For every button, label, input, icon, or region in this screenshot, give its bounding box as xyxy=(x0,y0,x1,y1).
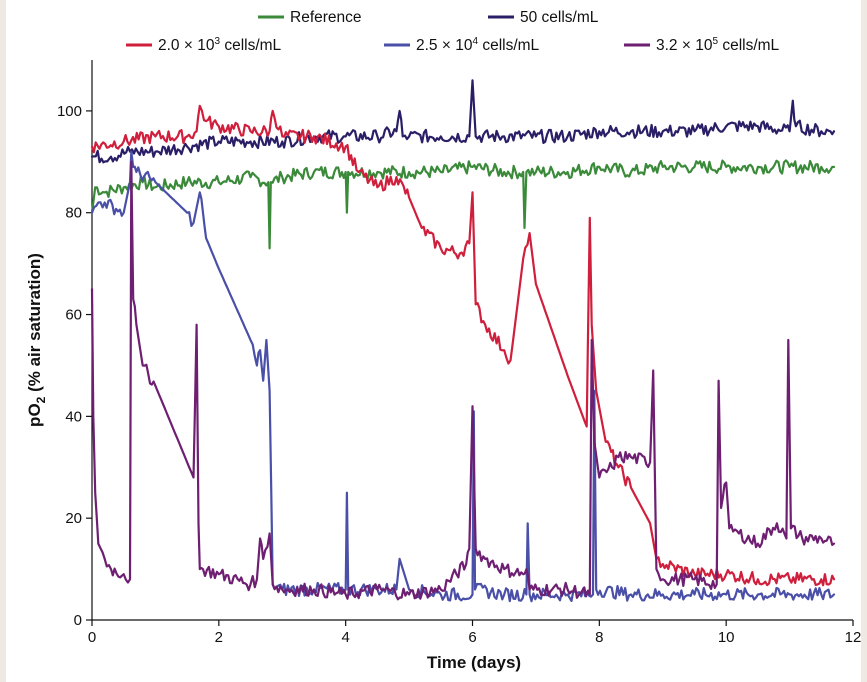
y-tick-label: 40 xyxy=(65,408,82,425)
legend-label-unit: cells/mL xyxy=(718,37,780,54)
line-chart: Reference 50 cells/mL2.0 × 103 cells/mL 2.… xyxy=(25,9,861,672)
x-tick-label: 4 xyxy=(341,629,349,646)
x-tick-label: 6 xyxy=(468,629,476,646)
x-tick-label: 10 xyxy=(718,629,735,646)
chart-panel: Reference 50 cells/mL 2.0 × 103 cells/mL 2.… xyxy=(6,0,861,682)
x-tick-label: 8 xyxy=(595,629,603,646)
y-axis-title: pO2 (% air saturation) xyxy=(25,253,48,427)
legend-label-exponent: 4 xyxy=(472,36,478,47)
y-tick-label: 60 xyxy=(65,307,82,324)
legend-label-base: 2.5 × 10 xyxy=(416,37,473,54)
x-tick-label: 12 xyxy=(845,629,861,646)
series-line-3 xyxy=(90,104,836,587)
series-line-4 xyxy=(90,150,836,603)
legend-label: Reference xyxy=(290,9,362,26)
legend-label-base: Reference xyxy=(290,9,362,26)
x-axis-title: Time (days) xyxy=(427,653,521,672)
legend-label-base: 3.2 × 10 xyxy=(656,37,713,54)
y-tick-label: 20 xyxy=(65,510,82,527)
legend-label-base: 50 cells/mL xyxy=(520,9,599,26)
legend-label-exponent: 5 xyxy=(712,36,718,47)
legend-label: 50 cells/mL xyxy=(520,9,599,26)
series-line-2 xyxy=(90,79,836,164)
y-tick-label: 100 xyxy=(57,103,82,120)
x-tick-label: 0 xyxy=(88,629,96,646)
legend-label-exponent: 3 xyxy=(214,36,220,47)
y-axis-title-rest: (% air saturation) xyxy=(25,253,44,397)
series-group xyxy=(90,79,836,603)
y-tick-label: 0 xyxy=(74,612,82,629)
legend-label-unit: cells/mL xyxy=(478,37,540,54)
legend-label-base: 2.0 × 10 xyxy=(158,37,215,54)
y-tick-label: 80 xyxy=(65,205,82,222)
y-axis-title-subscript: 2 xyxy=(34,396,48,403)
legend-label-unit: cells/mL xyxy=(220,37,282,54)
legend: Reference 50 cells/mL2.0 × 103 cells/mL 2.… xyxy=(126,9,780,54)
legend-label: 2.5 × 104 cells/mL xyxy=(416,36,540,54)
series-line-5 xyxy=(90,160,836,601)
legend-label: 2.0 × 103 cells/mL xyxy=(158,36,282,54)
y-ticks: 0 20 40 60 80 100 xyxy=(57,103,92,629)
x-ticks: 0 2 4 6 8 10 12 xyxy=(88,620,861,646)
legend-label: 3.2 × 105 cells/mL xyxy=(656,36,780,54)
series-line-1 xyxy=(90,159,836,250)
x-tick-label: 2 xyxy=(215,629,223,646)
y-axis-title-main: pO xyxy=(25,403,44,427)
